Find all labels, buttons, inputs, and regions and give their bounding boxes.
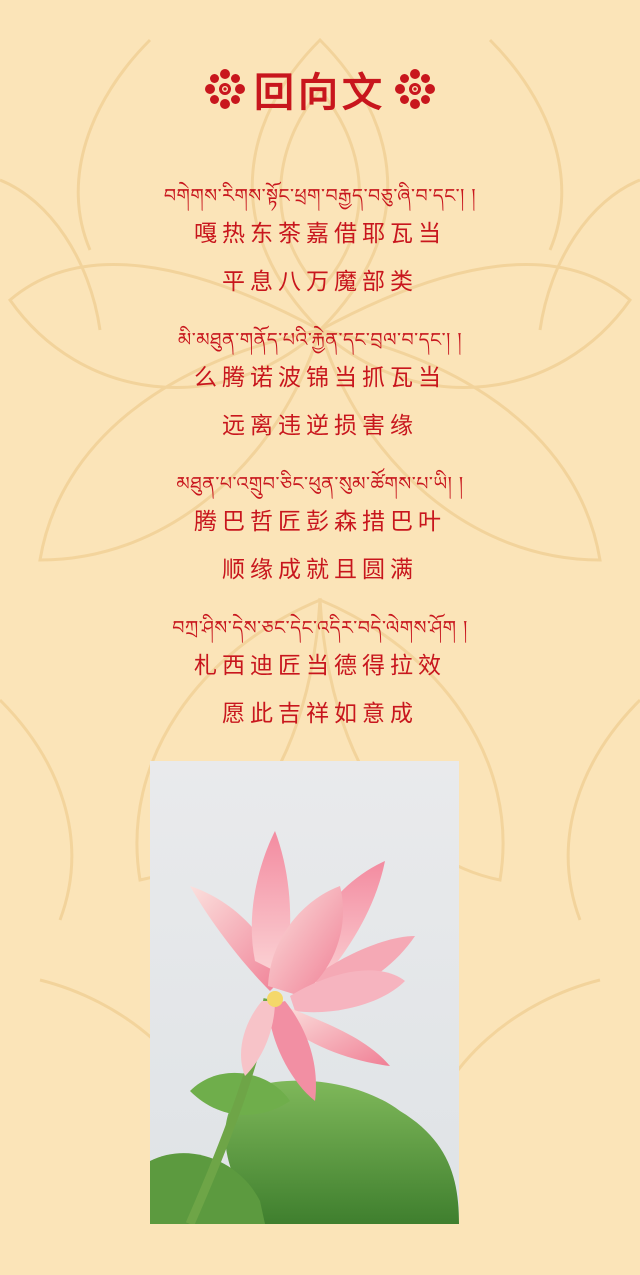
verse-phonetic-line: 腾巴哲匠彭森措巴叶: [194, 509, 446, 535]
flower-ornament-icon: [205, 69, 245, 109]
verse-tibetan-line: མཐུན་པ་འགྲུབ་ཅིང་ཕུན་སུམ་ཚོགས་པ་ཡི། །: [176, 473, 464, 495]
verse-phonetic-line: 么腾诺波锦当抓瓦当: [194, 365, 446, 391]
verse-tibetan-line: མི་མཐུན་གནོད་པའི་རྐྱེན་དང་བྲལ་བ་དང་། །: [177, 329, 463, 351]
verse-meaning-line: 愿此吉祥如意成: [222, 701, 418, 727]
lotus-photo: [150, 761, 459, 1224]
verse-meaning-line: 平息八万魔部类: [222, 269, 418, 295]
verse-phonetic-line: 札西迪匠当德得拉效: [194, 653, 446, 679]
verse-meaning-line: 顺缘成就且圆满: [222, 557, 418, 583]
verse-phonetic-line: 嘎热东茶嘉借耶瓦当: [194, 221, 446, 247]
title-row: 回向文: [0, 62, 640, 116]
verse-meaning-line: 远离违逆损害缘: [222, 413, 418, 439]
verse-tibetan-line: བགེགས་རིགས་སྟོང་ཕྲག་བརྒྱད་བཅུ་ཞི་བ་དང་། …: [163, 185, 477, 207]
flower-ornament-icon: [395, 69, 435, 109]
page-title: 回向文: [254, 70, 386, 116]
verse-tibetan-line: བཀྲ་ཤིས་དེས་ཅང་དེང་འདིར་བདེ་ལེགས་ཤོག །: [172, 617, 468, 639]
